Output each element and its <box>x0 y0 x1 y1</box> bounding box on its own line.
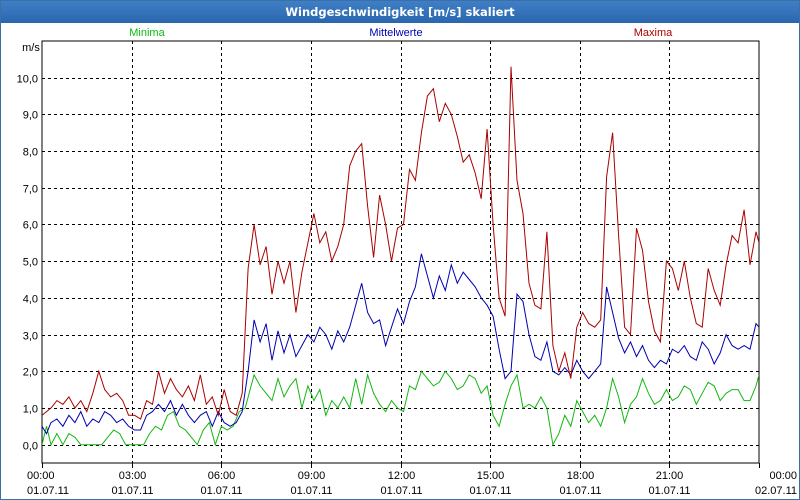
x-tick-date-label: 01.07.11 <box>290 485 332 497</box>
y-tick-label: 5,0 <box>23 257 38 269</box>
x-tick-time-label: 00:00 <box>27 470 55 482</box>
title-bar: Windgeschwindigkeit [m/s] skaliert <box>1 1 799 23</box>
y-tick-label: 1,0 <box>23 404 38 416</box>
series-line-minima <box>42 370 759 447</box>
x-tick-time-label: 15:00 <box>477 470 505 482</box>
x-tick-date-label: 01.07.11 <box>380 485 422 497</box>
x-tick-time-label: 09:00 <box>298 470 326 482</box>
y-tick-label: 3,0 <box>23 331 38 343</box>
series-line-mittelwerte <box>42 253 759 435</box>
legend-mittelwerte: Mittelwerte <box>369 27 422 39</box>
wind-speed-chart: 0,0 1,0 2,0 3,0 4,0 5,0 6,0 7,0 8,0 9,0 10,0 m/s 00:… <box>17 27 797 497</box>
window-title: Windgeschwindigkeit [m/s] skaliert <box>285 5 515 19</box>
y-tick-label: 0,0 <box>23 441 38 453</box>
y-tick-label: 6,0 <box>23 220 38 232</box>
x-tick-date-label: 01.07.11 <box>469 485 511 497</box>
y-tick-label: 8,0 <box>23 147 38 159</box>
y-tick-label: 4,0 <box>23 294 38 306</box>
x-tick-time-label: 00:00 <box>769 470 797 482</box>
x-tick-date-label: 01.07.11 <box>559 485 601 497</box>
y-tick-label: 9,0 <box>23 110 38 122</box>
x-tick-time-label: 21:00 <box>656 470 684 482</box>
y-tick-label: 10,0 <box>17 74 38 86</box>
plot-area <box>41 40 760 464</box>
legend-minima: Minima <box>129 27 165 39</box>
legend-maxima: Maxima <box>634 27 673 39</box>
y-axis-label: m/s <box>22 42 40 54</box>
x-tick-date-label: 01.07.11 <box>200 485 242 497</box>
x-tick-time-label: 03:00 <box>119 470 147 482</box>
y-tick-label: 2,0 <box>23 367 38 379</box>
x-tick-date-label: 01.07.11 <box>111 485 153 497</box>
x-tick-time-label: 12:00 <box>388 470 416 482</box>
x-tick-date-label: 01.07.11 <box>27 485 69 497</box>
x-tick-time-label: 06:00 <box>208 470 236 482</box>
x-tick-date-label: 02.07.11 <box>755 485 797 497</box>
series-line-maxima <box>42 66 759 420</box>
x-tick-date-label: 01.07.11 <box>648 485 690 497</box>
x-tick-time-label: 18:00 <box>567 470 595 482</box>
y-tick-label: 7,0 <box>23 184 38 196</box>
